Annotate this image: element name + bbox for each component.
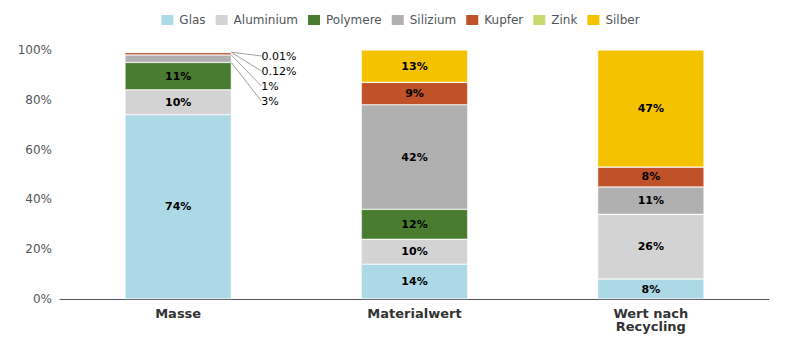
svg-text:8%: 8% — [641, 170, 660, 183]
svg-text:11%: 11% — [165, 70, 191, 83]
svg-text:13%: 13% — [401, 60, 427, 73]
svg-text:9%: 9% — [405, 87, 424, 100]
svg-text:60%: 60% — [25, 143, 52, 157]
svg-text:Zink: Zink — [551, 13, 577, 27]
svg-text:Glas: Glas — [179, 13, 205, 27]
svg-text:80%: 80% — [25, 93, 52, 107]
svg-text:Materialwert: Materialwert — [367, 306, 461, 321]
svg-text:10%: 10% — [401, 245, 427, 258]
svg-text:40%: 40% — [25, 192, 52, 206]
svg-text:26%: 26% — [638, 240, 664, 253]
svg-text:Masse: Masse — [155, 306, 201, 321]
svg-text:47%: 47% — [638, 102, 664, 115]
svg-text:Silizium: Silizium — [410, 13, 457, 27]
svg-text:Recycling: Recycling — [616, 319, 686, 334]
svg-text:12%: 12% — [401, 218, 427, 231]
svg-text:100%: 100% — [18, 43, 52, 57]
svg-text:Wert nach: Wert nach — [613, 306, 689, 321]
svg-text:0.01%: 0.01% — [262, 50, 297, 63]
svg-text:10%: 10% — [165, 96, 191, 109]
svg-text:1%: 1% — [261, 80, 278, 93]
svg-text:Kupfer: Kupfer — [484, 13, 523, 27]
svg-text:Aluminium: Aluminium — [234, 13, 298, 27]
svg-text:14%: 14% — [401, 275, 427, 288]
svg-text:11%: 11% — [638, 194, 664, 207]
svg-text:Silber: Silber — [605, 13, 639, 27]
svg-text:Polymere: Polymere — [326, 13, 382, 27]
svg-text:0%: 0% — [33, 292, 52, 306]
svg-text:74%: 74% — [165, 200, 191, 213]
svg-text:42%: 42% — [401, 151, 427, 164]
svg-text:8%: 8% — [641, 283, 660, 296]
svg-text:0.12%: 0.12% — [261, 65, 296, 78]
svg-text:3%: 3% — [261, 95, 278, 108]
svg-text:20%: 20% — [25, 242, 52, 256]
